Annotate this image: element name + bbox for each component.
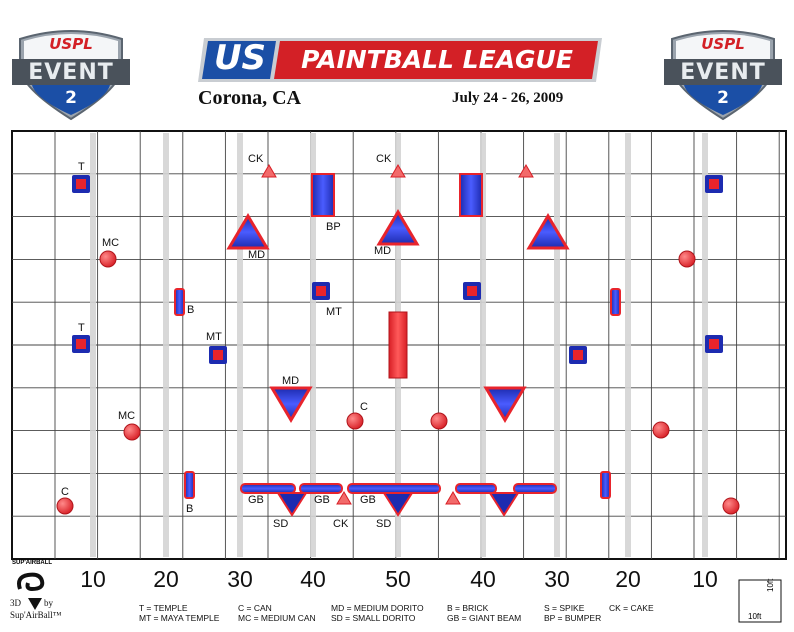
legend: T = TEMPLE MT = MAYA TEMPLE C = CAN MC =… — [139, 603, 699, 629]
legend-col-6: CK = CAKE — [609, 603, 654, 613]
badge-number-text: 2 — [717, 88, 729, 108]
label-beam-1: GB — [248, 494, 264, 506]
banner-us-text: US — [213, 38, 267, 78]
yard-line — [480, 133, 486, 557]
yard-line — [90, 133, 96, 557]
legend-item: MD = MEDIUM DORITO — [331, 603, 424, 613]
label-small-dorito-1: SD — [273, 518, 288, 530]
label-medium-can-2: MC — [118, 410, 135, 422]
legend-item: C = CAN — [238, 603, 272, 613]
badge-uspl-text: USPL — [49, 35, 93, 53]
label-can-2: C — [61, 486, 69, 498]
legend-col-5: S = SPIKE BP = BUMPER — [544, 603, 601, 623]
yard-markers: 10 20 30 40 50 40 30 20 10 — [80, 566, 718, 592]
credit-line-by: by — [44, 598, 53, 608]
label-cake-2: CK — [376, 153, 392, 165]
legend-item: GB = GIANT BEAM — [447, 613, 522, 623]
can-bunkers — [56, 250, 740, 515]
label-maya-temple-2: MT — [206, 331, 222, 343]
label-dorito-1: MD — [248, 249, 265, 261]
cake-bunkers — [261, 164, 534, 505]
yard-marker: 50 — [385, 566, 411, 592]
legend-item: MT = MAYA TEMPLE — [139, 613, 220, 623]
event-dates: July 24 - 26, 2009 — [452, 90, 564, 106]
label-temple-1: T — [78, 161, 85, 173]
yard-line — [310, 133, 316, 557]
label-small-dorito-2: SD — [376, 518, 391, 530]
legend-col-1: T = TEMPLE MT = MAYA TEMPLE — [139, 603, 219, 623]
label-medium-can-1: MC — [102, 237, 119, 249]
event-badge-left: USPL EVENT 2 — [10, 25, 132, 123]
supairball-logo-icon — [17, 572, 45, 592]
yard-marker: 10 — [80, 566, 106, 592]
scale-label-height: 10ft — [766, 578, 775, 592]
down-arrow-icon — [28, 598, 42, 610]
yard-marker: 40 — [300, 566, 326, 592]
legend-item: B = BRICK — [447, 603, 489, 613]
legend-item: CK = CAKE — [609, 603, 654, 613]
label-beam-2: GB — [314, 494, 330, 506]
bumper-bunkers — [311, 173, 483, 217]
label-dorito-3: MD — [282, 375, 299, 387]
yard-marker: 20 — [615, 566, 641, 592]
center-bunker — [388, 311, 408, 379]
yard-marker: 20 — [153, 566, 179, 592]
credit-line-brand: Sup'AirBall™ — [10, 610, 62, 620]
label-cake-1: CK — [248, 153, 264, 165]
label-dorito-2: MD — [374, 245, 391, 257]
yard-line — [163, 133, 169, 557]
label-temple-2: T — [78, 322, 85, 334]
legend-item: T = TEMPLE — [139, 603, 188, 613]
maya-temple-bunkers — [209, 282, 587, 364]
legend-item: MC = MEDIUM CAN — [238, 613, 316, 623]
legend-item: BP = BUMPER — [544, 613, 602, 623]
yard-marker: 30 — [544, 566, 570, 592]
badge-number-text: 2 — [65, 88, 77, 108]
legend-col-2: C = CAN MC = MEDIUM CAN — [238, 603, 316, 623]
bunker-labels: T T MC MC CK CK CK BP MD MD MD B B MT MT… — [61, 153, 392, 530]
event-badge-right: USPL EVENT 2 — [662, 25, 784, 123]
giant-beam-bunkers — [240, 483, 557, 494]
badge-event-text: EVENT — [680, 60, 766, 85]
yard-line — [625, 133, 631, 557]
legend-col-4: B = BRICK GB = GIANT BEAM — [447, 603, 521, 623]
brick-bunkers — [174, 288, 621, 499]
label-brick-2: B — [186, 503, 193, 515]
legend-item: SD = SMALL DORITO — [331, 613, 416, 623]
label-brick-1: B — [187, 304, 194, 316]
event-city: Corona, CA — [198, 87, 301, 109]
credit-line-3d: 3D — [10, 598, 21, 608]
credit-brand: SUP'AIRBALL — [12, 560, 53, 566]
yard-marker: 40 — [470, 566, 496, 592]
yard-line — [554, 133, 560, 557]
medium-dorito-bunkers — [226, 209, 570, 423]
label-bumper: BP — [326, 221, 341, 233]
scale-box — [738, 579, 782, 623]
legend-item: S = SPIKE — [544, 603, 585, 613]
yard-marker: 10 — [692, 566, 718, 592]
league-banner: US PAINTBALL LEAGUE — [196, 36, 604, 84]
yard-line — [237, 133, 243, 557]
label-maya-temple-1: MT — [326, 306, 342, 318]
label-can-1: C — [360, 401, 368, 413]
label-cake-3: CK — [333, 518, 349, 530]
badge-event-text: EVENT — [28, 60, 114, 85]
scale-label-width: 10ft — [748, 612, 762, 621]
temple-bunkers — [72, 175, 723, 353]
label-beam-3: GB — [360, 494, 376, 506]
credit-block: SUP'AIRBALL 3D by Sup'AirBall™ — [8, 558, 88, 630]
yard-marker: 30 — [227, 566, 253, 592]
banner-league-text: PAINTBALL LEAGUE — [301, 45, 573, 74]
legend-col-3: MD = MEDIUM DORITO SD = SMALL DORITO — [331, 603, 424, 623]
badge-uspl-text: USPL — [701, 35, 745, 53]
